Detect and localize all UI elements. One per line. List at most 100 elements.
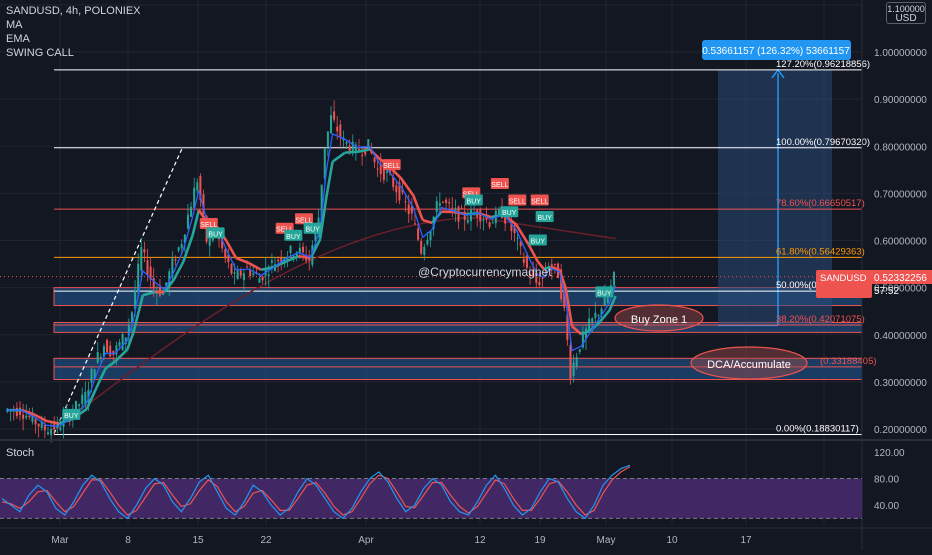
signal-label: BUY xyxy=(502,210,517,217)
candle-body xyxy=(436,201,438,212)
candle-body xyxy=(106,340,108,352)
x-axis-tick-label: 17 xyxy=(740,535,752,546)
candle-body xyxy=(423,247,425,255)
signal-label: BUY xyxy=(64,413,79,420)
candle-body xyxy=(277,260,279,261)
candle-body xyxy=(383,168,385,179)
candle-body xyxy=(302,247,304,252)
candle-body xyxy=(395,186,397,193)
stoch-axis-label: 40.00 xyxy=(874,501,899,512)
stoch-axis-label: 80.00 xyxy=(874,475,899,486)
candle-body xyxy=(408,204,410,214)
candle-body xyxy=(271,261,273,263)
fib-level-label: 100.00%(0.79670320) xyxy=(776,137,870,148)
candle-body xyxy=(470,210,472,221)
candle-body xyxy=(330,115,332,133)
candle-body xyxy=(196,182,198,190)
signal-label: SELL xyxy=(509,198,526,205)
signal-label: SELL xyxy=(531,198,548,205)
y-axis-tick-label: 0.30000000 xyxy=(874,378,927,389)
trend-ema-line xyxy=(345,152,357,153)
stoch-title[interactable]: Stoch xyxy=(6,447,34,459)
candle-body xyxy=(576,357,578,367)
annotation-dca: DCA/Accumulate xyxy=(707,359,791,371)
y-axis-tick-label: 1.00000000 xyxy=(874,48,927,59)
candle-body xyxy=(35,419,37,424)
y-axis-tick-label: 0.90000000 xyxy=(874,95,927,106)
candle-body xyxy=(597,315,599,316)
x-axis-tick-label: May xyxy=(597,535,616,546)
candle-body xyxy=(38,424,40,426)
candle-body xyxy=(604,296,606,306)
candle-body xyxy=(405,201,407,202)
candle-body xyxy=(417,228,419,239)
measure-label: 0.53661157 (126.32%) 53661157 xyxy=(702,46,850,57)
candle-body xyxy=(230,264,232,273)
candle-body xyxy=(377,169,379,170)
candle-body xyxy=(112,351,114,355)
symbol-title: SANDUSD, 4h, POLONIEX xyxy=(6,4,141,18)
candle-body xyxy=(181,244,183,249)
candle-body xyxy=(252,273,254,275)
candle-body xyxy=(482,220,484,221)
candle-body xyxy=(243,273,245,280)
fib-level-label: 0.00%(0.18830117) xyxy=(776,424,859,435)
candle-body xyxy=(573,362,575,376)
candle-body xyxy=(448,202,450,203)
candle-body xyxy=(137,264,139,292)
candle-body xyxy=(327,131,329,147)
x-axis-tick-label: 10 xyxy=(666,535,678,546)
candle-body xyxy=(361,155,363,156)
candle-body xyxy=(119,342,121,346)
candle-body xyxy=(461,208,463,209)
candle-body xyxy=(594,313,596,318)
candle-body xyxy=(492,223,494,224)
candle-body xyxy=(579,349,581,352)
candle-body xyxy=(224,249,226,258)
candle-body xyxy=(386,171,388,173)
signal-label: BUY xyxy=(467,198,482,205)
candle-body xyxy=(237,271,239,279)
candle-body xyxy=(445,200,447,203)
candle-body xyxy=(28,416,30,417)
fib-level-label: 61.80%(0.56429363) xyxy=(776,246,865,257)
indicator-ema[interactable]: EMA xyxy=(6,32,141,46)
indicator-ma[interactable]: MA xyxy=(6,18,141,32)
signal-label: BUY xyxy=(537,215,552,222)
signal-label: SELL xyxy=(383,163,400,170)
candle-body xyxy=(489,222,491,227)
candle-body xyxy=(59,427,61,430)
x-axis-tick-label: 15 xyxy=(192,535,204,546)
currency-code: USD xyxy=(887,14,925,24)
currency-selector[interactable]: 1.100000 USD xyxy=(886,2,926,24)
candle-body xyxy=(100,357,102,358)
y-axis-tick-label: 0.60000000 xyxy=(874,237,927,248)
candle-body xyxy=(240,270,242,275)
candle-body xyxy=(336,127,338,132)
candle-body xyxy=(479,210,481,222)
fib-level-label: (0.33188405) xyxy=(820,356,877,367)
stoch-axis-label: 120.00 xyxy=(874,448,905,459)
candle-body xyxy=(143,249,145,252)
candle-body xyxy=(554,264,556,265)
candle-body xyxy=(25,416,27,418)
price-tag-countdown: 57:52 xyxy=(874,286,899,297)
x-axis-tick-label: 12 xyxy=(474,535,486,546)
fib-level-label: 78.60%(0.66650517) xyxy=(776,198,865,209)
candle-body xyxy=(97,352,99,362)
candle-body xyxy=(122,334,124,350)
candle-body xyxy=(187,215,189,229)
indicator-swing-call[interactable]: SWING CALL xyxy=(6,46,141,60)
candle-body xyxy=(299,248,301,253)
candle-body xyxy=(467,220,469,223)
candle-body xyxy=(290,246,292,253)
y-axis-tick-label: 0.20000000 xyxy=(874,425,927,436)
candle-body xyxy=(346,142,348,144)
candle-body xyxy=(569,345,571,379)
candle-body xyxy=(607,296,609,302)
candle-body xyxy=(442,202,444,203)
y-axis-tick-label: 0.80000000 xyxy=(874,142,927,153)
signal-label: BUY xyxy=(208,231,223,238)
